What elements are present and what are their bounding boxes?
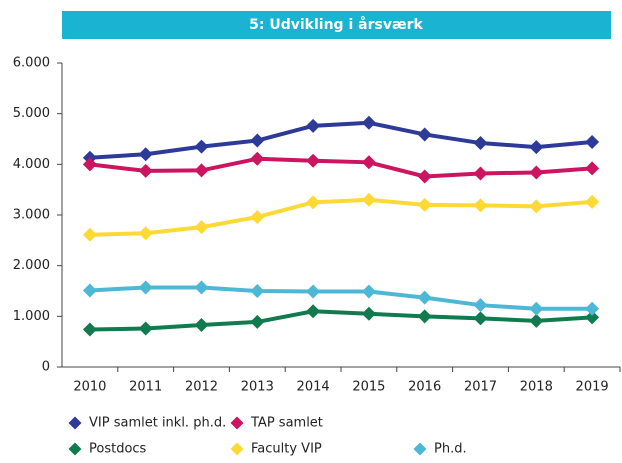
legend-label: Postdocs <box>89 442 147 457</box>
series-line <box>89 197 593 237</box>
data-point <box>194 220 209 235</box>
x-tick-label: 2017 <box>464 380 497 395</box>
x-tick-label: 2011 <box>129 380 162 395</box>
y-tick-label: 6.000 <box>13 56 50 71</box>
legend-marker <box>68 416 82 430</box>
x-tick-label: 2010 <box>73 380 106 395</box>
data-point <box>473 298 488 313</box>
data-point <box>82 227 97 242</box>
data-point <box>361 155 376 170</box>
legend-label: VIP samlet inkl. ph.d. <box>89 416 226 431</box>
series-line <box>89 309 593 332</box>
y-tick-label: 3.000 <box>13 208 50 223</box>
data-point <box>361 284 376 299</box>
data-point <box>250 210 265 225</box>
data-point <box>417 309 432 324</box>
legend-marker <box>68 442 82 456</box>
legend-marker <box>413 442 427 456</box>
data-point <box>138 321 153 336</box>
data-point <box>473 136 488 151</box>
series-line <box>89 120 593 160</box>
data-point <box>361 192 376 207</box>
data-point <box>473 198 488 213</box>
legend-marker <box>230 416 244 430</box>
data-point <box>585 135 600 150</box>
data-point <box>82 322 97 337</box>
data-point <box>585 194 600 209</box>
data-point <box>473 311 488 326</box>
y-tick-label: 1.000 <box>13 309 50 324</box>
data-point <box>529 199 544 214</box>
y-tick-label: 2.000 <box>13 258 50 273</box>
data-point <box>585 161 600 176</box>
data-point <box>250 133 265 148</box>
data-point <box>82 283 97 298</box>
title-bar <box>62 11 611 39</box>
legend-label: Ph.d. <box>434 442 467 457</box>
data-point <box>194 317 209 332</box>
data-point <box>306 195 321 210</box>
x-tick-label: 2013 <box>241 380 274 395</box>
data-point <box>529 140 544 155</box>
x-tick-label: 2012 <box>185 380 218 395</box>
data-point <box>306 153 321 168</box>
data-point <box>473 166 488 181</box>
x-tick-label: 2016 <box>408 380 441 395</box>
data-point <box>361 306 376 321</box>
series-line <box>89 285 593 311</box>
x-tick-label: 2015 <box>352 380 385 395</box>
data-point <box>306 118 321 133</box>
y-tick-label: 4.000 <box>13 157 50 172</box>
data-point <box>194 280 209 295</box>
data-point <box>417 169 432 184</box>
data-point <box>529 301 544 316</box>
data-point <box>417 290 432 305</box>
series-line <box>89 156 593 179</box>
data-point <box>361 115 376 130</box>
legend-label: Faculty VIP <box>251 442 322 457</box>
data-point <box>138 280 153 295</box>
y-tick-label: 0 <box>42 360 50 375</box>
data-point <box>585 301 600 316</box>
chart-title: 5: Udvikling i årsværk <box>249 16 423 33</box>
data-point <box>194 139 209 154</box>
data-point <box>82 157 97 172</box>
data-point <box>194 163 209 178</box>
data-point <box>417 127 432 142</box>
data-point <box>250 284 265 298</box>
y-tick-label: 5.000 <box>13 106 50 121</box>
data-point <box>138 147 153 162</box>
data-point <box>138 226 153 241</box>
legend-marker <box>230 442 244 456</box>
data-point <box>306 304 321 319</box>
data-point <box>250 314 265 329</box>
x-tick-label: 2014 <box>297 380 330 395</box>
legend-label: TAP samlet <box>250 416 323 431</box>
data-point <box>585 310 600 325</box>
data-point <box>417 197 432 212</box>
data-point <box>529 165 544 180</box>
data-point <box>306 284 321 299</box>
data-point <box>529 313 544 328</box>
data-point <box>250 151 265 166</box>
x-tick-label: 2019 <box>576 380 609 395</box>
x-tick-label: 2018 <box>520 380 553 395</box>
data-point <box>138 163 153 178</box>
